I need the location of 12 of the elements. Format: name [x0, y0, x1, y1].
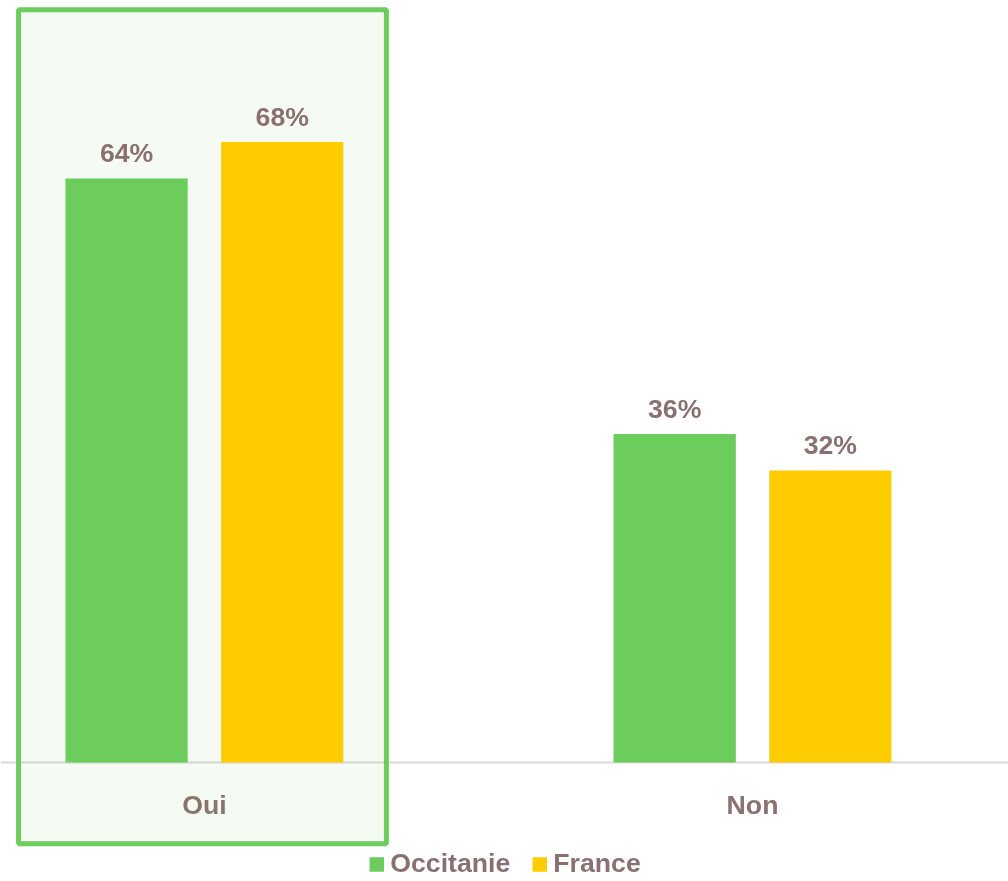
data-label: 32% [803, 430, 858, 461]
bar [769, 470, 892, 763]
x-tick-label: Non [726, 790, 779, 821]
bar [65, 178, 188, 763]
data-label: 68% [255, 101, 309, 132]
data-label: 36% [648, 393, 702, 424]
legend-label: Occitanie [390, 848, 511, 879]
data-label: 64% [99, 138, 154, 169]
x-tick-label: Oui [182, 790, 227, 821]
bar [613, 433, 736, 763]
bar [221, 141, 344, 763]
legend-label: France [553, 848, 641, 879]
